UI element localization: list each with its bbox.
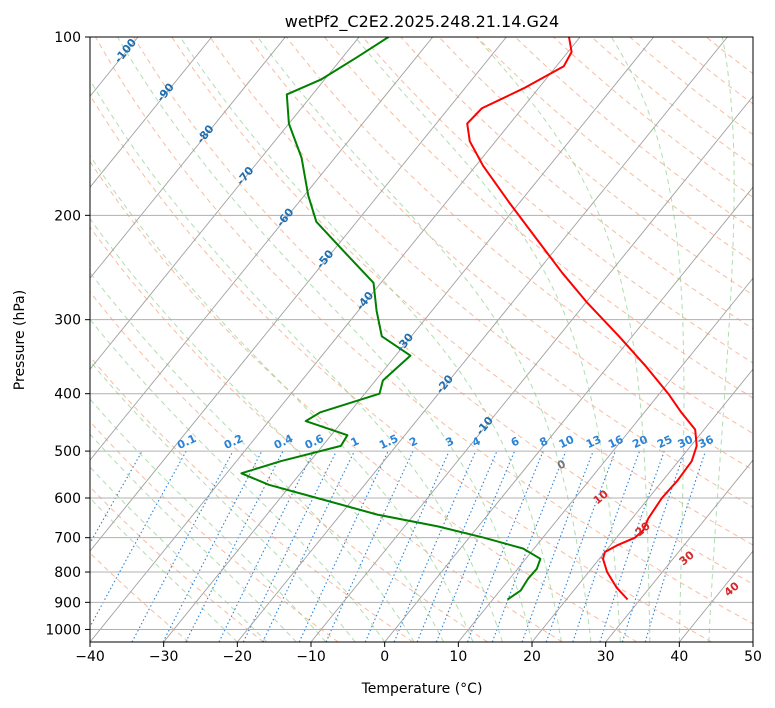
moist-adiabat <box>257 37 592 642</box>
dry-adiabat <box>591 37 753 167</box>
isotherm-line <box>90 37 507 552</box>
isotherm-line <box>605 459 753 642</box>
isotherm-line <box>163 37 655 642</box>
mixing-ratio-label: 25 <box>655 433 674 451</box>
isotherm-line <box>90 37 581 642</box>
x-tick-label: 10 <box>449 649 467 665</box>
x-tick-label: 20 <box>523 649 541 665</box>
plot-frame <box>89 36 754 643</box>
moist-adiabat <box>90 154 474 642</box>
x-tick-label: 30 <box>597 649 615 665</box>
mixing-ratio-label: 36 <box>696 433 716 451</box>
y-tick-label: 700 <box>54 531 81 547</box>
mixing-ratio-line <box>325 450 414 642</box>
chart-title: wetPf2_C2E2.2025.248.21.14.G24 <box>285 12 559 32</box>
moist-adiabat <box>179 37 562 642</box>
plot-area <box>90 37 753 642</box>
isotherm-line <box>90 37 360 370</box>
mixing-ratio-line <box>298 450 389 642</box>
moist-adiabat <box>90 79 503 642</box>
dry-adiabat <box>400 37 753 330</box>
moist-adiabat <box>354 37 621 642</box>
isotherm-line <box>457 277 753 642</box>
dewpoint-profile-line <box>240 37 542 601</box>
mixing-ratio-line <box>393 450 477 642</box>
mixing-ratio-line <box>90 450 187 628</box>
mixing-ratio-line <box>621 450 686 642</box>
moist-adiabat <box>117 37 533 642</box>
dry-adiabat <box>90 291 488 642</box>
mixing-ratio-label: 20 <box>630 433 650 451</box>
x-tick-label: −20 <box>223 649 253 665</box>
dry-adiabat <box>90 94 712 642</box>
moist-adiabat <box>90 318 386 642</box>
y-tick-label: 400 <box>54 387 81 403</box>
y-tick-label: 1000 <box>45 622 81 638</box>
moist-adiabat <box>90 398 327 642</box>
moist-adiabat <box>90 271 415 642</box>
isotherm-line <box>90 37 213 188</box>
y-tick-label: 600 <box>54 491 81 507</box>
mixing-ratio-line <box>521 450 594 642</box>
dry-adiabat <box>90 486 264 642</box>
isotherm-line <box>531 368 753 642</box>
mixing-ratio-label: 30 <box>676 433 696 451</box>
mixing-ratio-label: 16 <box>606 433 626 451</box>
background-lines <box>90 37 753 642</box>
mixing-ratio-label: 10 <box>557 433 577 451</box>
mixing-ratio-line <box>599 450 665 642</box>
y-tick-label: 200 <box>54 208 81 224</box>
mixing-ratio-line <box>242 450 337 642</box>
y-tick-label: 500 <box>54 444 81 460</box>
dry-adiabat <box>362 37 753 364</box>
profile-series <box>240 37 698 601</box>
dry-adiabat <box>247 37 753 471</box>
y-tick-label: 100 <box>54 30 81 46</box>
moist-adiabat <box>708 37 735 642</box>
axes: −40 −30 −20 −10 0 10 20 30 40 50 100 200 300 400 500 60… <box>45 30 762 665</box>
dry-adiabat <box>90 226 563 642</box>
y-tick-label: 800 <box>54 565 81 581</box>
dry-adiabat <box>133 37 753 585</box>
isotherm-line <box>236 37 728 642</box>
moist-adiabat <box>90 217 445 642</box>
x-tick-label: −10 <box>296 649 326 665</box>
moist-adiabat <box>90 360 356 642</box>
y-axis-label: Pressure (hPa) <box>12 290 28 390</box>
x-tick-label: −30 <box>149 649 179 665</box>
moist-adiabat <box>610 37 685 642</box>
x-tick-label: 40 <box>670 649 688 665</box>
x-axis-label: Temperature (°C) <box>361 681 483 697</box>
mixing-ratio-line <box>572 450 641 642</box>
temperature-profile-line <box>466 37 698 601</box>
y-tick-label: 900 <box>54 595 81 611</box>
moist-adiabat <box>90 433 297 642</box>
x-tick-label: 0 <box>380 649 389 665</box>
grid-lines <box>90 37 753 642</box>
dry-adiabat <box>324 37 753 399</box>
dry-adiabat <box>553 37 753 198</box>
mixing-ratio-label: 13 <box>584 433 603 451</box>
x-tick-label: 50 <box>744 649 762 665</box>
y-tick-label: 300 <box>54 313 81 329</box>
mixing-ratio-line <box>262 450 355 642</box>
mixing-ratio-line <box>545 450 616 642</box>
isotherm-line <box>384 186 753 642</box>
mixing-ratio-line <box>416 450 498 642</box>
moist-adiabat <box>475 37 651 642</box>
isotherm-line <box>310 95 753 642</box>
dry-adiabat <box>285 37 753 435</box>
x-tick-label: −40 <box>75 649 105 665</box>
isotherm-line <box>90 37 286 279</box>
isotherm-line <box>90 37 434 461</box>
mixing-ratio-line <box>644 450 707 642</box>
